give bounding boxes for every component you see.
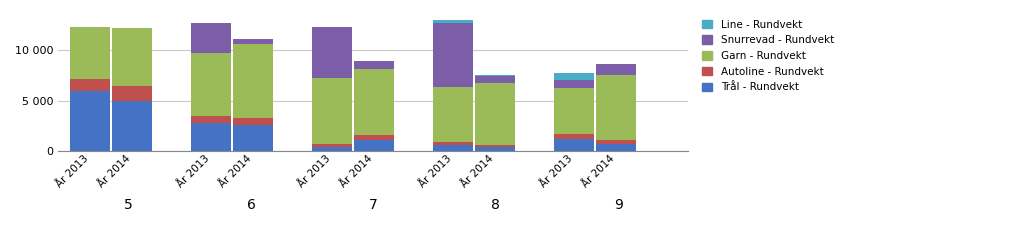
Bar: [475, 145, 516, 147]
Bar: [112, 87, 152, 101]
Bar: [554, 88, 594, 134]
Bar: [554, 80, 594, 88]
Bar: [596, 64, 637, 75]
Bar: [192, 23, 231, 53]
Bar: [433, 142, 473, 145]
Bar: [433, 145, 473, 151]
Bar: [475, 147, 516, 151]
Bar: [313, 144, 352, 147]
Bar: [112, 101, 152, 151]
Bar: [313, 147, 352, 151]
Bar: [596, 140, 637, 144]
Bar: [192, 123, 231, 151]
Bar: [354, 140, 395, 151]
Bar: [71, 27, 110, 79]
Bar: [313, 78, 352, 144]
Bar: [433, 87, 473, 142]
Bar: [475, 76, 516, 83]
Bar: [233, 44, 273, 118]
Bar: [475, 75, 516, 76]
Bar: [233, 39, 273, 44]
Bar: [596, 144, 637, 151]
Bar: [112, 28, 152, 87]
Bar: [313, 27, 352, 78]
Legend: Line - Rundvekt, Snurrevad - Rundvekt, Garn - Rundvekt, Autoline - Rundvekt, Trå: Line - Rundvekt, Snurrevad - Rundvekt, G…: [700, 17, 836, 95]
Bar: [354, 61, 395, 69]
Bar: [475, 83, 516, 145]
Bar: [354, 69, 395, 135]
Bar: [554, 134, 594, 139]
Bar: [233, 125, 273, 151]
Bar: [71, 79, 110, 92]
Bar: [192, 116, 231, 123]
Bar: [354, 135, 395, 140]
Bar: [433, 22, 473, 87]
Bar: [192, 53, 231, 116]
Bar: [233, 118, 273, 125]
Bar: [596, 75, 637, 140]
Bar: [433, 20, 473, 22]
Bar: [71, 92, 110, 151]
Bar: [554, 73, 594, 80]
Bar: [554, 139, 594, 151]
